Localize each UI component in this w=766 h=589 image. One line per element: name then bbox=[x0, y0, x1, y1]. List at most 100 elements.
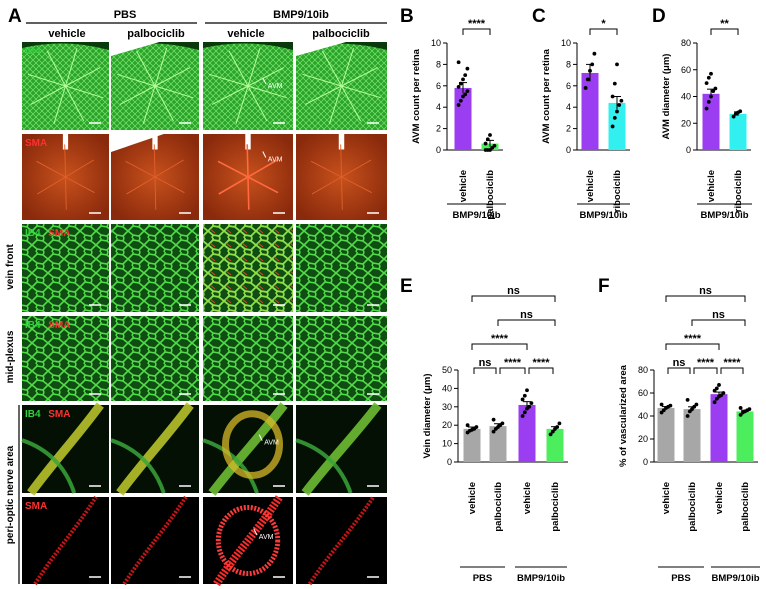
vessel-line bbox=[30, 85, 66, 105]
significance-bracket bbox=[710, 28, 739, 35]
data-point bbox=[461, 77, 465, 82]
data-point bbox=[520, 414, 525, 418]
panel-letter-f: F bbox=[598, 276, 610, 297]
y-tick-label: 10 bbox=[431, 38, 441, 48]
vessel-line bbox=[136, 50, 156, 87]
significance-label: ns bbox=[520, 309, 533, 321]
micrograph-r1-c2 bbox=[111, 42, 199, 130]
data-point bbox=[456, 103, 461, 107]
micrograph-r1-c4 bbox=[296, 42, 387, 130]
avm-arrow bbox=[262, 151, 267, 158]
y-tick-label: 0 bbox=[447, 457, 452, 467]
data-point bbox=[709, 71, 713, 76]
significance-label: ns bbox=[507, 285, 520, 297]
group-header-bmp: BMP9/10ib bbox=[273, 9, 329, 21]
significance-label: ns bbox=[699, 285, 712, 297]
data-point bbox=[706, 75, 711, 80]
data-point bbox=[709, 94, 713, 99]
vessel-line bbox=[235, 85, 249, 124]
data-point bbox=[465, 66, 470, 71]
category-label: vehicle bbox=[458, 170, 469, 202]
data-point bbox=[520, 397, 525, 402]
vessel-line bbox=[142, 85, 156, 124]
vessel-line bbox=[27, 73, 66, 87]
y-tick-label: 6 bbox=[436, 81, 441, 91]
vessel-line bbox=[154, 159, 184, 178]
avm-arrow bbox=[258, 434, 263, 441]
vessel-line bbox=[154, 67, 191, 87]
column-header-1: vehicle bbox=[48, 28, 85, 40]
vessel-line bbox=[341, 85, 362, 122]
y-tick-label: 0 bbox=[643, 457, 648, 467]
micrograph-r4-c1: IB4 SMA bbox=[22, 316, 109, 401]
significance-label: **** bbox=[532, 357, 550, 369]
vessel-line bbox=[341, 85, 381, 99]
tissue-cut bbox=[296, 42, 347, 56]
vessel-trunk bbox=[208, 402, 288, 496]
significance-bracket bbox=[665, 295, 746, 302]
vessel-line bbox=[341, 176, 343, 210]
panel-letter-b: B bbox=[400, 6, 414, 27]
channel-label-ib4: IB4 bbox=[25, 46, 41, 57]
avm-vessel bbox=[222, 410, 283, 479]
significance-bracket bbox=[589, 28, 618, 35]
vessel-line bbox=[65, 67, 101, 87]
group-label: BMP9/10ib bbox=[700, 210, 748, 221]
row-label-mid-plexus: mid-plexus bbox=[5, 330, 16, 383]
vessel-line bbox=[37, 176, 66, 195]
micrograph-r3-c4 bbox=[296, 224, 387, 312]
vessel-line bbox=[53, 85, 66, 124]
micrograph-background bbox=[22, 316, 109, 401]
y-tick-label: 20 bbox=[638, 434, 648, 444]
category-label: ribociclib bbox=[612, 170, 623, 212]
data-point bbox=[610, 94, 615, 99]
data-point bbox=[694, 402, 699, 407]
significance-bracket bbox=[528, 367, 554, 374]
column-header-4: palbociclib bbox=[312, 28, 370, 40]
y-axis-label: AVM count per retina bbox=[541, 48, 552, 144]
channel-label-sma: SMA bbox=[48, 409, 70, 420]
data-point bbox=[555, 425, 560, 429]
data-point bbox=[617, 103, 622, 107]
micrograph-r6-c4 bbox=[296, 495, 387, 586]
significance-bracket bbox=[497, 319, 556, 326]
y-tick-label: 30 bbox=[442, 402, 452, 412]
tissue-cut bbox=[111, 42, 160, 56]
channel-label-sma: SMA bbox=[48, 320, 70, 331]
vessel-trunk bbox=[301, 402, 382, 496]
channel-label-sma: SMA bbox=[25, 138, 47, 149]
data-point bbox=[550, 429, 555, 434]
group-label: BMP9/10ib bbox=[517, 573, 565, 584]
sma-vessel bbox=[307, 495, 376, 586]
charts-layer: 0 2 4 6 8 10 AVM count per retina vehicle palboc… bbox=[411, 18, 760, 584]
category-label: palbociclib bbox=[493, 482, 504, 532]
vessel-line bbox=[209, 73, 249, 87]
data-point bbox=[738, 109, 743, 114]
y-tick-label: 80 bbox=[638, 365, 648, 375]
chart-b: 0 2 4 6 8 10 AVM count per retina vehicle palboc… bbox=[411, 18, 506, 221]
sma-vessel bbox=[213, 494, 283, 587]
bar bbox=[683, 409, 701, 462]
micrograph-r5-c3: AVM bbox=[202, 402, 293, 496]
panel-letter-e: E bbox=[400, 276, 413, 297]
micrograph-r3-c1: IB4 SMA bbox=[22, 224, 109, 312]
micrograph-r4-c3 bbox=[203, 316, 293, 401]
chart-e: 0 10 20 30 40 50 Vein diameter (μm) vehicle palb… bbox=[422, 285, 568, 584]
significance-bracket bbox=[665, 343, 720, 350]
bar bbox=[702, 93, 720, 150]
y-tick-label: 8 bbox=[436, 59, 441, 69]
y-axis-label: AVM diameter (μm) bbox=[661, 54, 672, 140]
group-label: PBS bbox=[473, 573, 493, 584]
data-point bbox=[500, 421, 505, 426]
data-point bbox=[492, 143, 497, 148]
channel-label-ib4: IB4 bbox=[25, 228, 41, 239]
data-point bbox=[485, 137, 490, 142]
significance-label: ** bbox=[720, 18, 729, 30]
channel-label-sma: SMA bbox=[25, 501, 47, 512]
avm-annotation: AVM bbox=[268, 157, 283, 164]
data-point bbox=[747, 407, 752, 411]
category-label: palbociclib bbox=[740, 482, 751, 532]
significance-bracket bbox=[720, 367, 744, 374]
channel-label-ib4: IB4 bbox=[25, 320, 41, 331]
